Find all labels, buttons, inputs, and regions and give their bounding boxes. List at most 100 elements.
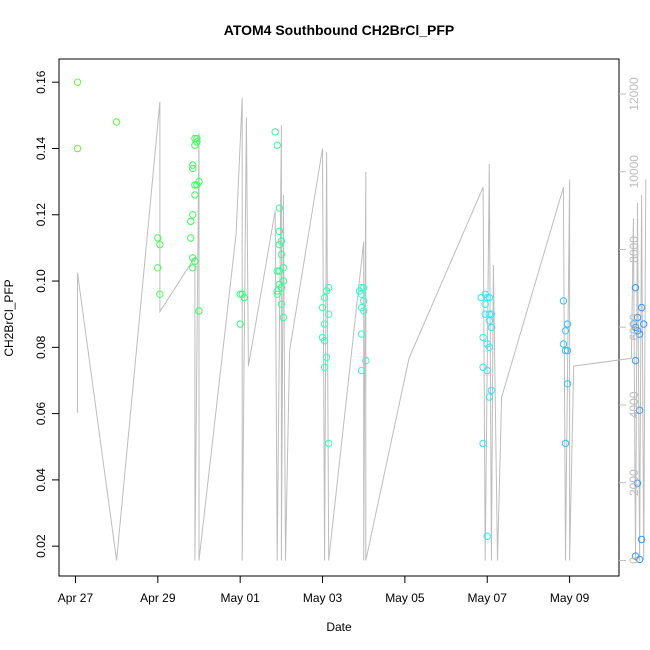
- data-point: [320, 337, 329, 345]
- data-point: [112, 118, 121, 126]
- data-point: [485, 293, 493, 302]
- data-point: [357, 366, 366, 375]
- data-point: [189, 211, 197, 219]
- y2-tick-label: 0: [627, 557, 641, 564]
- data-point: [481, 310, 489, 318]
- data-point: [635, 406, 644, 414]
- data-point: [637, 535, 646, 544]
- y-axis-left: 0.02 0.04 0.06 0.08 0.10 0.12 0.14 0.16: [34, 70, 59, 558]
- data-point: [635, 330, 644, 338]
- data-point: [154, 234, 162, 242]
- y-tick-label: 0.02: [34, 534, 48, 558]
- data-point: [483, 293, 491, 302]
- data-point: [479, 333, 487, 342]
- data-point: [240, 293, 249, 302]
- x-tick-label: Apr 27: [58, 591, 94, 605]
- data-point: [559, 297, 568, 305]
- x-tick-label: May 07: [468, 591, 508, 605]
- data-point: [187, 217, 195, 226]
- y2-tick-label: 6000: [627, 314, 641, 341]
- data-point: [193, 138, 201, 146]
- data-point: [279, 264, 288, 272]
- y-axis-label: CH2BrCl_PFP: [2, 279, 16, 356]
- data-point: [635, 555, 644, 564]
- plot-frame: [58, 58, 620, 577]
- data-point: [325, 439, 333, 448]
- data-point: [193, 134, 201, 143]
- data-point: [563, 380, 572, 388]
- data-point: [322, 353, 331, 361]
- data-point: [318, 303, 327, 312]
- data-point: [189, 161, 197, 169]
- data-point: [73, 78, 82, 86]
- data-point: [485, 343, 493, 351]
- y-tick-label: 0.16: [34, 70, 48, 94]
- data-point: [154, 264, 162, 272]
- data-point: [195, 177, 203, 186]
- y-tick-label: 0.04: [34, 468, 48, 492]
- x-axis: Apr 27 Apr 29 May 01 May 03 May 05 May 07 May …: [58, 576, 590, 605]
- data-point: [485, 393, 493, 401]
- data-point: [637, 303, 646, 312]
- data-point: [360, 284, 368, 292]
- y-tick-label: 0.10: [34, 269, 48, 293]
- data-point: [191, 191, 199, 199]
- data-point: [563, 346, 572, 355]
- data-point: [325, 310, 333, 318]
- data-point: [360, 297, 368, 305]
- y2-tick-label: 8000: [627, 236, 641, 263]
- data-point: [275, 240, 283, 249]
- data-point: [633, 313, 642, 322]
- data-point: [561, 327, 570, 335]
- y-tick-label: 0.12: [34, 203, 48, 227]
- data-point: [275, 204, 283, 212]
- y-tick-label: 0.08: [34, 335, 48, 359]
- data-point: [277, 250, 286, 259]
- x-tick-label: May 01: [220, 591, 260, 605]
- data-point: [273, 290, 281, 298]
- data-point: [320, 320, 329, 328]
- data-point: [273, 141, 281, 149]
- data-point: [633, 479, 642, 487]
- data-point: [187, 234, 195, 242]
- y-tick-label: 0.14: [34, 136, 48, 160]
- data-point: [273, 287, 281, 295]
- data-point: [561, 439, 570, 448]
- data-point: [357, 330, 366, 338]
- x-tick-label: Apr 29: [140, 591, 176, 605]
- data-point: [487, 323, 496, 332]
- data-point: [236, 320, 244, 328]
- data-point: [195, 307, 203, 315]
- data-point: [156, 240, 164, 249]
- x-tick-label: May 05: [385, 591, 425, 605]
- y2-tick-label: 10000: [627, 155, 641, 189]
- data-point: [189, 164, 197, 173]
- data-point: [631, 284, 640, 292]
- data-point: [271, 128, 279, 136]
- y2-tick-label: 12000: [627, 77, 641, 111]
- data-point: [563, 320, 572, 328]
- y-tick-label: 0.06: [34, 402, 48, 426]
- x-tick-label: May 09: [550, 591, 590, 605]
- data-point: [357, 290, 366, 298]
- data-point: [325, 284, 333, 292]
- data-point: [485, 317, 493, 325]
- data-point: [479, 363, 487, 371]
- data-point: [191, 257, 199, 265]
- data-point: [73, 144, 82, 153]
- data-point: [481, 300, 489, 308]
- x-tick-label: May 03: [303, 591, 343, 605]
- data-point: [483, 366, 491, 375]
- data-point: [189, 264, 197, 272]
- data-point: [631, 356, 640, 365]
- altitude-line: [77, 97, 647, 561]
- altitude-line-layer: [77, 97, 647, 561]
- data-point: [320, 293, 329, 302]
- data-point: [320, 363, 329, 371]
- data-point: [487, 386, 496, 395]
- y2-tick-label: 4000: [627, 391, 641, 418]
- data-point: [360, 307, 368, 315]
- data-point: [277, 300, 286, 308]
- y2-tick-label: 2000: [627, 469, 641, 496]
